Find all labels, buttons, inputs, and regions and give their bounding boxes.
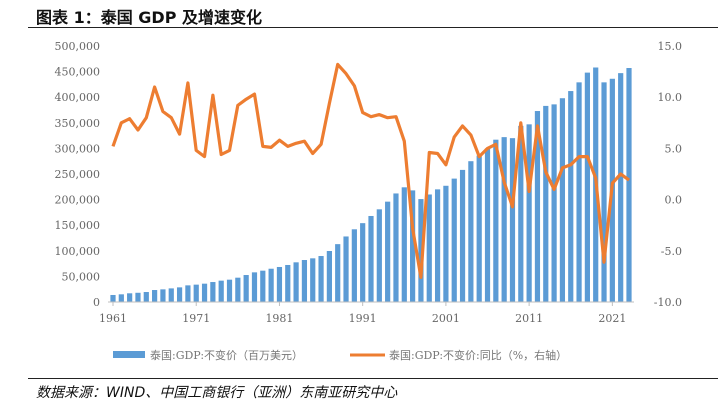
bar-1982 xyxy=(285,264,291,302)
bar-1975 xyxy=(226,279,233,302)
left-y-tick-label: 300,000 xyxy=(55,142,101,155)
bar-2007 xyxy=(493,139,499,302)
bar-1984 xyxy=(301,260,308,302)
bar-2022 xyxy=(618,73,624,302)
bar-2014 xyxy=(551,104,557,302)
bar-2020 xyxy=(601,82,607,303)
bar-2013 xyxy=(543,105,549,303)
left-y-tick-label: 250,000 xyxy=(55,168,101,181)
legend: 泰国:GDP:不变价（百万美元） 泰国:GDP:不变价:同比（%，右轴） xyxy=(113,348,567,362)
bar-1990 xyxy=(351,229,357,302)
bar-1978 xyxy=(251,272,258,302)
bar-2010 xyxy=(518,125,524,302)
bar-1965 xyxy=(143,292,149,302)
chart-title: 图表 1：泰国 GDP 及增速变化 xyxy=(36,8,262,27)
x-tick-label: 1961 xyxy=(99,312,127,325)
bar-1967 xyxy=(160,289,166,302)
legend-swatch-bar xyxy=(113,351,145,358)
left-y-tick-label: 100,000 xyxy=(55,245,101,258)
bar-1968 xyxy=(168,288,174,302)
bar-1979 xyxy=(260,270,266,302)
bar-1976 xyxy=(235,277,241,302)
bar-1994 xyxy=(385,201,391,302)
right-y-tick-label: 5.0 xyxy=(665,142,683,155)
bar-1969 xyxy=(176,287,183,302)
left-y-tick-label: 400,000 xyxy=(55,91,101,104)
bar-1995 xyxy=(393,193,399,302)
bar-2012 xyxy=(534,111,541,302)
right-y-tick-label: 10.0 xyxy=(658,91,683,104)
legend-label-bar: 泰国:GDP:不变价（百万美元） xyxy=(150,348,303,362)
legend-label-line: 泰国:GDP:不变价:同比（%，右轴） xyxy=(389,348,567,362)
bar-1997 xyxy=(410,190,416,302)
bar-1991 xyxy=(360,223,366,302)
line-series xyxy=(111,62,630,279)
right-y-tick-label: 0.0 xyxy=(665,194,683,207)
left-y-tick-label: 350,000 xyxy=(55,117,101,130)
footer-divider xyxy=(28,378,718,379)
bar-1980 xyxy=(268,268,274,302)
bar-1963 xyxy=(127,293,133,302)
bar-2008 xyxy=(501,137,507,302)
bar-1974 xyxy=(218,280,224,302)
right-y-tick-label: -5.0 xyxy=(661,245,682,258)
bar-2002 xyxy=(451,178,457,302)
bar-1981 xyxy=(276,266,283,302)
bar-2000 xyxy=(434,189,441,302)
left-y-tick-label: 450,000 xyxy=(55,66,101,79)
left-y-tick-label: 0 xyxy=(93,296,100,309)
bar-1977 xyxy=(243,275,249,302)
source-note: 数据来源：WIND、中国工商银行（亚洲）东南亚研究中心 xyxy=(36,385,398,401)
bar-1961 xyxy=(110,294,116,302)
x-tick-label: 1971 xyxy=(182,312,210,325)
left-y-tick-label: 500,000 xyxy=(55,40,101,53)
bar-1992 xyxy=(368,215,374,302)
bar-2017 xyxy=(576,82,582,303)
bar-2001 xyxy=(443,185,449,302)
bar-1988 xyxy=(335,244,341,302)
bar-1983 xyxy=(293,262,299,302)
bar-1964 xyxy=(135,292,141,302)
bar-1970 xyxy=(185,285,191,302)
x-tick-label: 2001 xyxy=(432,312,460,325)
bar-1998 xyxy=(418,199,424,302)
left-y-tick-label: 50,000 xyxy=(62,270,101,283)
bar-2016 xyxy=(568,91,574,302)
bar-2003 xyxy=(459,169,466,302)
left-y-tick-label: 200,000 xyxy=(55,194,101,207)
x-tick-label: 2021 xyxy=(598,312,626,325)
bar-2005 xyxy=(476,155,482,302)
bar-1972 xyxy=(201,283,208,302)
axes: 1961 1971 1981 1991 2001 2011 2021 0 50,000 100,0… xyxy=(55,40,683,325)
bar-1962 xyxy=(118,294,124,302)
bar-2006 xyxy=(484,148,491,302)
bar-1971 xyxy=(193,284,199,302)
right-y-tick-label: -10.0 xyxy=(654,296,682,309)
bar-2018 xyxy=(584,72,590,303)
bar-2023 xyxy=(626,68,632,303)
left-y-tick-label: 150,000 xyxy=(55,219,101,232)
bar-2009 xyxy=(509,138,516,302)
title-divider xyxy=(28,27,718,28)
bar-1985 xyxy=(310,258,316,302)
bar-1999 xyxy=(426,194,432,302)
bar-2015 xyxy=(559,98,566,302)
x-tick-label: 2011 xyxy=(515,312,543,325)
bar-1966 xyxy=(152,290,158,302)
x-tick-label: 1991 xyxy=(349,312,377,325)
x-tick-label: 1981 xyxy=(265,312,293,325)
bar-1973 xyxy=(210,282,216,302)
bar-1986 xyxy=(318,256,324,302)
bar-1989 xyxy=(343,236,349,302)
bar-2011 xyxy=(526,124,532,302)
bar-1993 xyxy=(376,209,382,302)
right-y-tick-label: 15.0 xyxy=(658,40,683,53)
bar-1996 xyxy=(401,187,407,302)
bar-2004 xyxy=(468,161,474,302)
bar-1987 xyxy=(326,251,332,302)
